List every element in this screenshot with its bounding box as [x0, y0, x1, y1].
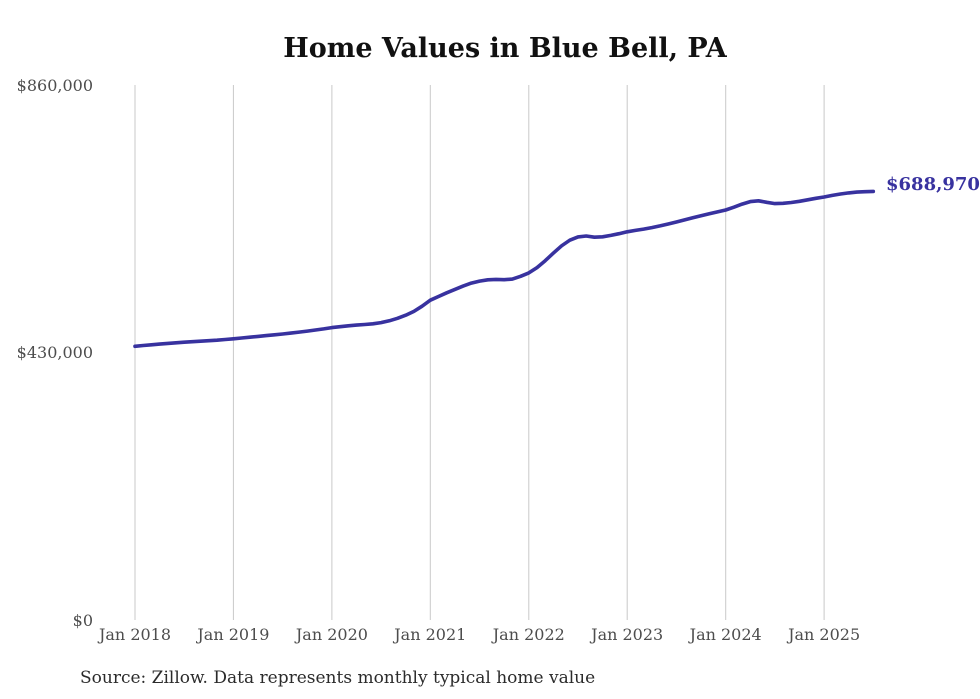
gridlines	[134, 85, 825, 620]
end-value-label: $688,970	[886, 174, 980, 195]
x-tick-label-jan-2019: Jan 2019	[195, 625, 269, 644]
x-tick-label-jan-2022: Jan 2022	[491, 625, 565, 644]
x-tick-label-jan-2020: Jan 2020	[294, 625, 368, 644]
x-tick-label-jan-2018: Jan 2018	[97, 625, 171, 644]
x-tick-label-jan-2021: Jan 2021	[392, 625, 466, 644]
y-tick-label-430000: $430,000	[17, 343, 93, 362]
value-line	[133, 189, 876, 349]
x-tick-label-jan-2025: Jan 2025	[786, 625, 860, 644]
x-tick-label-jan-2023: Jan 2023	[589, 625, 663, 644]
y-tick-label-0: $0	[73, 611, 93, 630]
chart-title: Home Values in Blue Bell, PA	[283, 33, 728, 64]
y-tick-label-860000: $860,000	[17, 76, 93, 95]
x-tick-label-jan-2024: Jan 2024	[688, 625, 762, 644]
source-note: Source: Zillow. Data represents monthly …	[80, 668, 595, 688]
